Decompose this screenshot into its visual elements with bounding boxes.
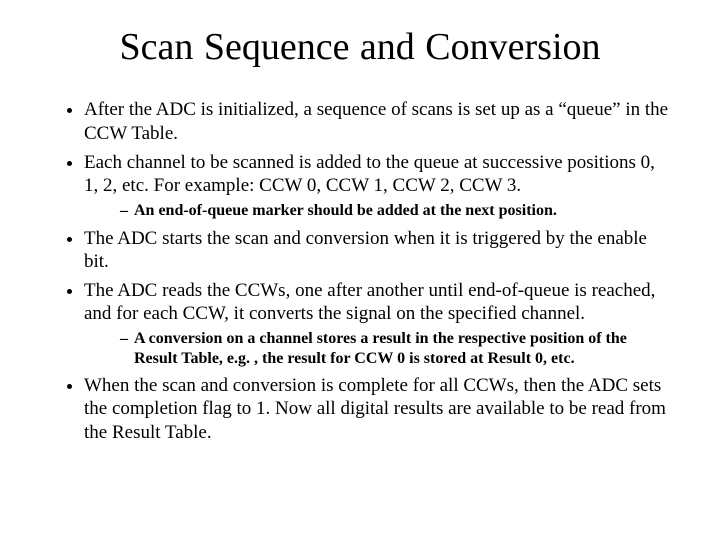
slide-container: Scan Sequence and Conversion After the A… [0, 0, 720, 540]
list-item: Each channel to be scanned is added to t… [84, 151, 672, 221]
list-item: The ADC reads the CCWs, one after anothe… [84, 279, 672, 368]
sub-list-item: An end-of-queue marker should be added a… [120, 201, 672, 221]
list-item-text: The ADC reads the CCWs, one after anothe… [84, 280, 655, 324]
sub-list: An end-of-queue marker should be added a… [84, 201, 672, 221]
sub-list: A conversion on a channel stores a resul… [84, 329, 672, 368]
list-item: After the ADC is initialized, a sequence… [84, 98, 672, 144]
list-item: The ADC starts the scan and conversion w… [84, 227, 672, 273]
list-item: When the scan and conversion is complete… [84, 374, 672, 444]
sub-list-item: A conversion on a channel stores a resul… [120, 329, 672, 368]
page-title: Scan Sequence and Conversion [48, 24, 672, 70]
list-item-text: Each channel to be scanned is added to t… [84, 152, 655, 196]
bullet-list: After the ADC is initialized, a sequence… [48, 98, 672, 443]
